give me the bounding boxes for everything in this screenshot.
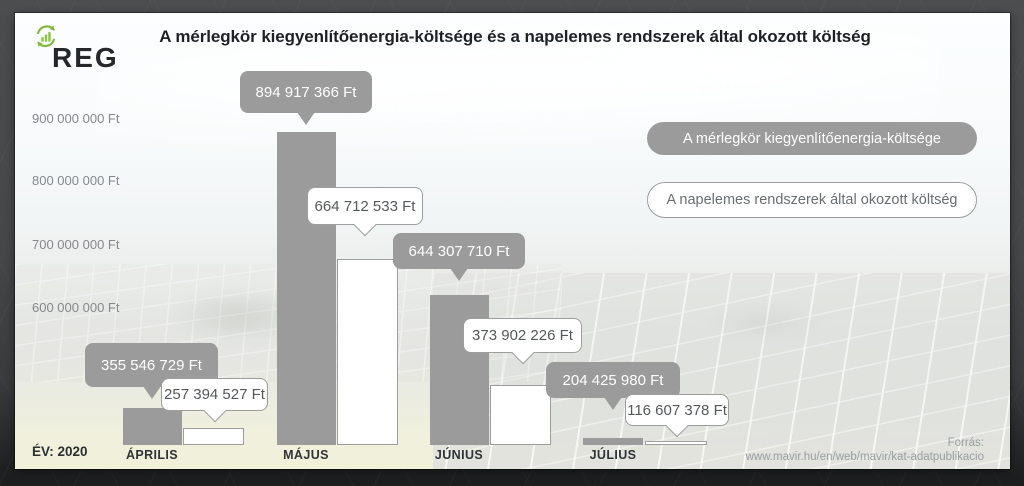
source-label: Forrás: bbox=[947, 437, 984, 449]
recycle-bar-chart-icon bbox=[36, 25, 56, 48]
y-axis-tick-label: 900 000 000 Ft bbox=[32, 111, 120, 126]
source-url: www.mavir.hu/en/web/mavir/kat-adatpublik… bbox=[745, 451, 984, 463]
infographic-panel: REG A mérlegkör kiegyenlítőenergia-költs… bbox=[15, 13, 1010, 469]
y-axis-tick-label: 800 000 000 Ft bbox=[32, 173, 120, 188]
month-label-június: JÚNIUS bbox=[434, 448, 484, 462]
month-label-május: MÁJUS bbox=[283, 448, 329, 462]
month-label-július: JÚLIUS bbox=[589, 448, 637, 462]
data-callout-white-április: 257 394 527 Ft bbox=[161, 378, 268, 422]
callout-pointer bbox=[450, 268, 468, 281]
bar-balancing-cost-április bbox=[123, 408, 182, 445]
callout-pointer bbox=[353, 213, 377, 236]
month-label-április: ÁPRILIS bbox=[125, 448, 179, 462]
legend-item-solar-cost: A napelemes rendszerek által okozott köl… bbox=[647, 182, 977, 218]
legend-label-gray: A mérlegkör kiegyenlítőenergia-költsége bbox=[683, 130, 941, 147]
callout-pointer bbox=[297, 112, 315, 125]
y-axis-tick-label: 700 000 000 Ft bbox=[32, 237, 120, 252]
callout-pointer bbox=[511, 341, 534, 364]
callout-pointer bbox=[142, 386, 161, 399]
data-callout-gray-április: 355 546 729 Ft bbox=[85, 343, 218, 399]
year-label: ÉV: 2020 bbox=[32, 444, 88, 459]
bar-balancing-cost-július bbox=[583, 438, 643, 445]
data-callout-gray-június: 644 307 710 Ft bbox=[393, 233, 525, 281]
source-attribution: Forrás: www.mavir.hu/en/web/mavir/kat-ad… bbox=[746, 436, 984, 464]
bar-solar-cost-július bbox=[645, 441, 707, 445]
data-callout-gray-július: 204 425 980 Ft bbox=[546, 362, 680, 410]
page-title: A mérlegkör kiegyenlítőenergia-költsége … bbox=[159, 27, 871, 46]
bar-solar-cost-április bbox=[183, 428, 244, 445]
y-axis-tick-label: 600 000 000 Ft bbox=[32, 300, 120, 315]
chart-area: 900 000 000 Ft 800 000 000 Ft 700 000 000 … bbox=[15, 13, 1010, 469]
bar-solar-cost-június bbox=[490, 385, 551, 445]
callout-pointer bbox=[604, 397, 622, 410]
data-callout-white-július: 116 607 378 Ft bbox=[625, 394, 729, 437]
brand-wordmark: REG bbox=[52, 42, 119, 73]
callout-pointer bbox=[203, 399, 226, 422]
data-callout-white-május: 664 712 533 Ft bbox=[307, 187, 423, 236]
legend-label-white: A napelemes rendszerek által okozott köl… bbox=[666, 192, 958, 208]
reg-logo: REG bbox=[31, 21, 141, 73]
data-callout-white-június: 373 902 226 Ft bbox=[463, 318, 582, 364]
legend-item-balancing-cost: A mérlegkör kiegyenlítőenergia-költsége bbox=[647, 122, 977, 155]
bar-solar-cost-május bbox=[337, 259, 398, 445]
data-callout-gray-május: 894 917 366 Ft bbox=[240, 71, 372, 125]
callout-pointer bbox=[665, 414, 689, 437]
bar-balancing-cost-május bbox=[277, 132, 336, 445]
